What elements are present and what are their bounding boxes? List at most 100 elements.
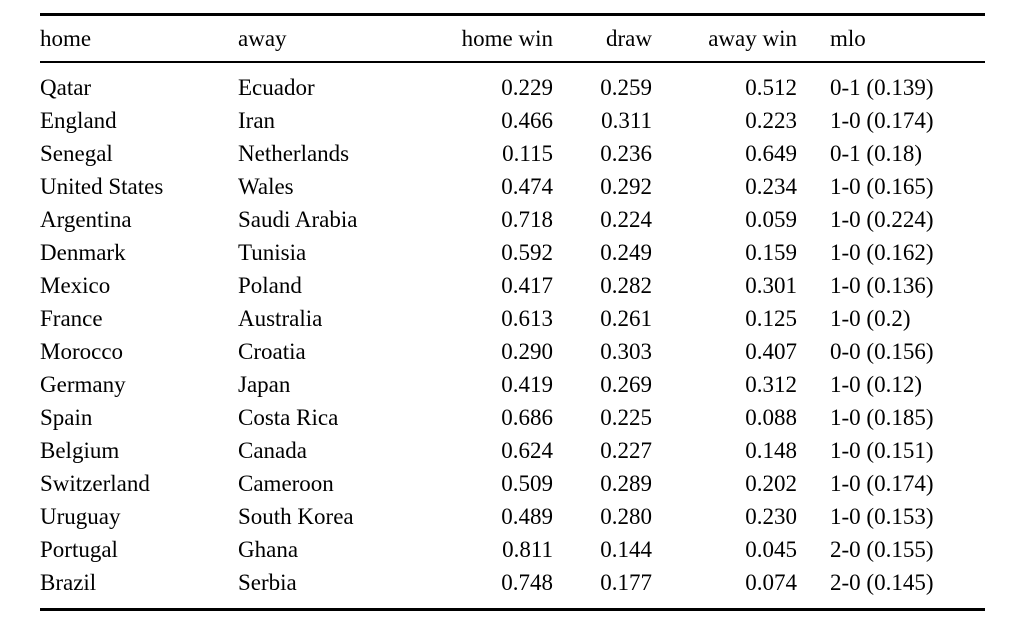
cell-home_win: 0.509 [501, 471, 553, 496]
cell-home: Qatar [40, 75, 92, 100]
column-header-mlo: mlo [797, 14, 985, 63]
column-header-away_win: away win [652, 14, 797, 63]
cell-home: Morocco [40, 339, 124, 364]
cell-away_win: 0.125 [745, 306, 797, 331]
cell-away: Croatia [238, 339, 306, 364]
cell-away: Netherlands [238, 141, 350, 166]
cell-mlo: 1-0 (0.153) [830, 504, 934, 529]
cell-mlo: 1-0 (0.2) [830, 306, 911, 331]
cell-draw: 0.236 [600, 141, 652, 166]
table-row: France Australia 0.613 0.261 0.125 1-0 (0.2) [40, 302, 985, 335]
cell-away_win: 0.301 [745, 273, 797, 298]
cell-home: Belgium [40, 438, 120, 463]
cell-draw: 0.282 [600, 273, 652, 298]
cell-home_win: 0.419 [501, 372, 553, 397]
cell-home: England [40, 108, 117, 133]
cell-away: Ghana [238, 537, 299, 562]
cell-away_win: 0.202 [745, 471, 797, 496]
cell-draw: 0.289 [600, 471, 652, 496]
cell-home_win: 0.718 [501, 207, 553, 232]
table-row: United States Wales 0.474 0.292 0.234 1-0 (0.… [40, 170, 985, 203]
cell-away_win: 0.407 [745, 339, 797, 364]
table-row: England Iran 0.466 0.311 0.223 1-0 (0.174) [40, 104, 985, 137]
cell-draw: 0.280 [600, 504, 652, 529]
table-row: Brazil Serbia 0.748 0.177 0.074 2-0 (0.145) [40, 566, 985, 610]
cell-home: Denmark [40, 240, 126, 265]
cell-draw: 0.249 [600, 240, 652, 265]
cell-home_win: 0.115 [502, 141, 553, 166]
cell-mlo: 2-0 (0.155) [830, 537, 934, 562]
cell-home_win: 0.229 [501, 75, 553, 100]
cell-home_win: 0.748 [501, 570, 553, 595]
table-row: Spain Costa Rica 0.686 0.225 0.088 1-0 (0.185… [40, 401, 985, 434]
cell-away: Australia [238, 306, 323, 331]
cell-away: Tunisia [238, 240, 307, 265]
column-header-home_win: home win [432, 14, 553, 63]
cell-home: Argentina [40, 207, 132, 232]
cell-mlo: 1-0 (0.165) [830, 174, 934, 199]
cell-draw: 0.227 [600, 438, 652, 463]
cell-home_win: 0.466 [501, 108, 553, 133]
cell-mlo: 1-0 (0.174) [830, 108, 934, 133]
cell-away_win: 0.088 [745, 405, 797, 430]
cell-draw: 0.303 [600, 339, 652, 364]
cell-home_win: 0.290 [501, 339, 553, 364]
cell-mlo: 1-0 (0.136) [830, 273, 934, 298]
table-row: Germany Japan 0.419 0.269 0.312 1-0 (0.12) [40, 368, 985, 401]
cell-draw: 0.261 [600, 306, 652, 331]
cell-mlo: 1-0 (0.185) [830, 405, 934, 430]
cell-home_win: 0.811 [502, 537, 553, 562]
cell-away_win: 0.223 [745, 108, 797, 133]
cell-home: Uruguay [40, 504, 121, 529]
table-body: Qatar Ecuador 0.229 0.259 0.512 0-1 (0.139) En… [40, 62, 985, 610]
table-row: Denmark Tunisia 0.592 0.249 0.159 1-0 (0.162) [40, 236, 985, 269]
cell-mlo: 0-1 (0.139) [830, 75, 934, 100]
match-probability-table: home away home win draw away win mlo Qatar Ecu… [40, 13, 985, 611]
cell-home: France [40, 306, 103, 331]
cell-draw: 0.225 [600, 405, 652, 430]
header-row: home away home win draw away win mlo [40, 14, 985, 63]
table-row: Senegal Netherlands 0.115 0.236 0.649 0-1 (0.… [40, 137, 985, 170]
cell-home_win: 0.624 [501, 438, 553, 463]
cell-away: Poland [238, 273, 302, 298]
cell-mlo: 1-0 (0.174) [830, 471, 934, 496]
cell-draw: 0.224 [600, 207, 652, 232]
cell-draw: 0.269 [600, 372, 652, 397]
cell-away_win: 0.234 [745, 174, 797, 199]
cell-mlo: 0-0 (0.156) [830, 339, 934, 364]
cell-mlo: 1-0 (0.162) [830, 240, 934, 265]
cell-home_win: 0.686 [501, 405, 553, 430]
cell-mlo: 0-1 (0.18) [830, 141, 922, 166]
table-row: Uruguay South Korea 0.489 0.280 0.230 1-0 (0.… [40, 500, 985, 533]
cell-home: United States [40, 174, 164, 199]
cell-draw: 0.259 [600, 75, 652, 100]
table-row: Portugal Ghana 0.811 0.144 0.045 2-0 (0.155) [40, 533, 985, 566]
cell-home: Portugal [40, 537, 118, 562]
cell-away: Costa Rica [238, 405, 339, 430]
cell-away_win: 0.312 [745, 372, 797, 397]
cell-home_win: 0.474 [501, 174, 553, 199]
cell-draw: 0.177 [600, 570, 652, 595]
cell-away: Canada [238, 438, 307, 463]
cell-draw: 0.311 [601, 108, 652, 133]
cell-home: Senegal [40, 141, 113, 166]
cell-home_win: 0.613 [501, 306, 553, 331]
cell-home_win: 0.417 [501, 273, 553, 298]
column-header-away: away [238, 14, 432, 63]
table-row: Morocco Croatia 0.290 0.303 0.407 0-0 (0.156) [40, 335, 985, 368]
cell-away: Japan [238, 372, 291, 397]
cell-home: Spain [40, 405, 93, 430]
cell-home: Germany [40, 372, 126, 397]
column-header-home: home [40, 14, 238, 63]
table-row: Qatar Ecuador 0.229 0.259 0.512 0-1 (0.139) [40, 62, 985, 104]
cell-away: South Korea [238, 504, 354, 529]
table-row: Switzerland Cameroon 0.509 0.289 0.202 1-0 (0… [40, 467, 985, 500]
cell-mlo: 1-0 (0.12) [830, 372, 922, 397]
cell-home: Mexico [40, 273, 111, 298]
cell-draw: 0.144 [600, 537, 652, 562]
cell-away: Serbia [238, 570, 297, 595]
cell-away_win: 0.148 [745, 438, 797, 463]
cell-away_win: 0.230 [745, 504, 797, 529]
cell-mlo: 1-0 (0.151) [830, 438, 934, 463]
